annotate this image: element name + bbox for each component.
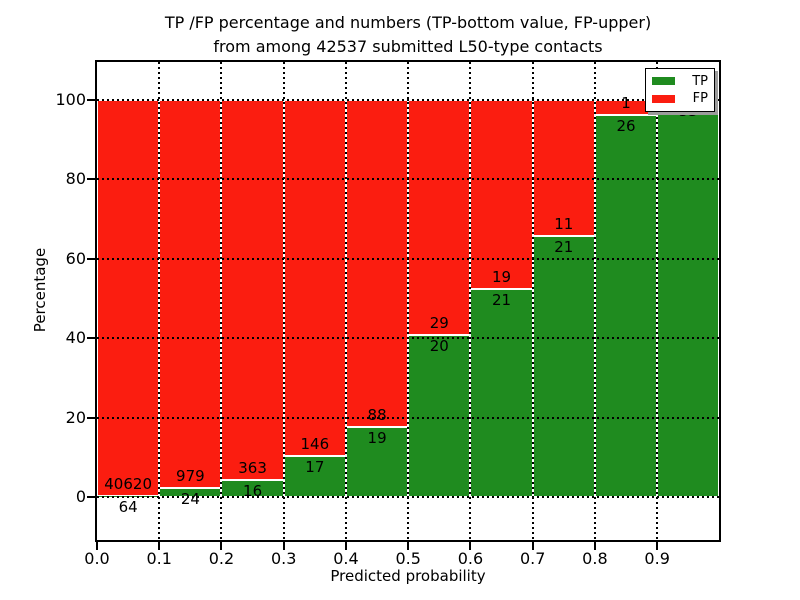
- bar-label-tp: 21: [554, 238, 574, 257]
- v-gridline: [656, 62, 659, 540]
- bar-label-tp: 26: [616, 116, 636, 135]
- legend-item: FP: [652, 91, 708, 106]
- bar-label-tp: 19: [367, 428, 387, 447]
- y-tick-mark: [87, 337, 95, 340]
- y-tick-mark: [87, 99, 95, 101]
- bar-label-fp: 40620: [104, 475, 152, 494]
- bar-label-fp: 29: [429, 313, 449, 332]
- bar-label-fp: 146: [300, 434, 330, 453]
- bar-label-tp: 17: [305, 457, 325, 476]
- x-tick-label: 0.3: [270, 549, 297, 568]
- bar-label-tp: 20: [429, 336, 449, 355]
- x-tick-label: 0.2: [208, 549, 235, 568]
- v-gridline: [220, 62, 223, 540]
- bar-label-fp: 11: [554, 215, 574, 234]
- bar-label-tp: 64: [118, 498, 138, 517]
- bar-label-tp: 16: [243, 482, 263, 501]
- y-tick-mark: [87, 178, 95, 181]
- bar-segment-fp: [221, 100, 284, 481]
- h-gridline: [97, 416, 719, 419]
- legend-label: FP: [692, 91, 708, 107]
- x-tick-mark: [407, 542, 410, 550]
- y-tick-label: 0: [75, 487, 86, 506]
- bar-segment-tp: [408, 334, 471, 497]
- bar-label-tp: 21: [492, 290, 512, 309]
- x-tick-label: 0.6: [457, 549, 484, 568]
- y-tick-label: 60: [65, 248, 86, 268]
- v-gridline: [282, 62, 285, 540]
- bar-segment-fp: [345, 100, 409, 427]
- legend-swatch-fp: [652, 94, 675, 103]
- v-gridline: [344, 62, 347, 540]
- x-tick-label: 0.9: [644, 549, 670, 568]
- x-tick-mark: [96, 542, 98, 550]
- v-gridline: [531, 62, 534, 540]
- bar-segment-fp: [283, 100, 346, 456]
- bar-label-fp: 1: [621, 93, 631, 112]
- bar-segment-tp: [657, 100, 720, 497]
- x-tick-mark: [158, 542, 161, 550]
- y-tick-label: 20: [65, 407, 86, 427]
- y-axis-label: Percentage: [31, 247, 49, 333]
- x-tick-label: 0.8: [582, 549, 608, 568]
- chart-title: TP /FP percentage and numbers (TP-bottom…: [97, 11, 719, 59]
- y-tick-label: 80: [65, 169, 86, 189]
- bar-label-fp: 88: [367, 405, 387, 424]
- bar-label-fp: 979: [176, 466, 205, 485]
- bar-label-fp: 19: [492, 267, 512, 286]
- h-gridline: [97, 178, 719, 181]
- h-gridline: [97, 496, 719, 498]
- chart-title-line1: TP /FP percentage and numbers (TP-bottom…: [164, 13, 652, 32]
- y-tick-label: 100: [55, 90, 86, 109]
- x-tick-mark: [593, 542, 596, 550]
- h-gridline: [97, 337, 719, 340]
- x-tick-mark: [531, 542, 534, 550]
- x-tick-mark: [344, 542, 347, 550]
- v-gridline: [158, 62, 161, 540]
- legend-label: TP: [692, 73, 708, 89]
- v-gridline: [593, 62, 596, 540]
- x-axis-label: Predicted probability: [330, 567, 486, 585]
- bar-segment-fp: [97, 100, 160, 497]
- x-tick-label: 0.4: [333, 549, 359, 568]
- y-tick-mark: [87, 496, 95, 498]
- legend: TP FP: [645, 68, 715, 112]
- bar-label-tp: 24: [180, 489, 200, 508]
- x-tick-mark: [469, 542, 472, 550]
- plot-area: 40620 64 979 24 363 16 146 17 88 19 29 20 19 21 11 21 1 2…: [95, 60, 721, 542]
- x-tick-label: 0.0: [84, 549, 110, 568]
- bar-segment-fp: [470, 100, 533, 289]
- y-tick-label: 40: [65, 328, 86, 348]
- v-gridline: [407, 62, 410, 540]
- h-gridline: [97, 257, 719, 260]
- x-tick-mark: [282, 542, 285, 550]
- bar-label-fp: 363: [238, 459, 267, 478]
- x-tick-mark: [656, 542, 659, 550]
- legend-swatch-tp: [652, 77, 675, 86]
- bar-segment-fp: [159, 100, 222, 488]
- x-tick-label: 0.7: [519, 549, 546, 568]
- h-gridline: [97, 99, 719, 101]
- x-tick-mark: [220, 542, 223, 550]
- x-tick-label: 0.1: [146, 549, 172, 568]
- y-tick-mark: [87, 257, 95, 260]
- legend-item: TP: [652, 74, 708, 89]
- v-gridline: [469, 62, 472, 540]
- bar-segment-tp: [594, 114, 658, 497]
- x-tick-label: 0.5: [395, 549, 421, 568]
- chart-title-line2: from among 42537 submitted L50-type cont…: [213, 37, 603, 56]
- bar-segment-fp: [408, 100, 471, 335]
- y-tick-mark: [87, 416, 95, 419]
